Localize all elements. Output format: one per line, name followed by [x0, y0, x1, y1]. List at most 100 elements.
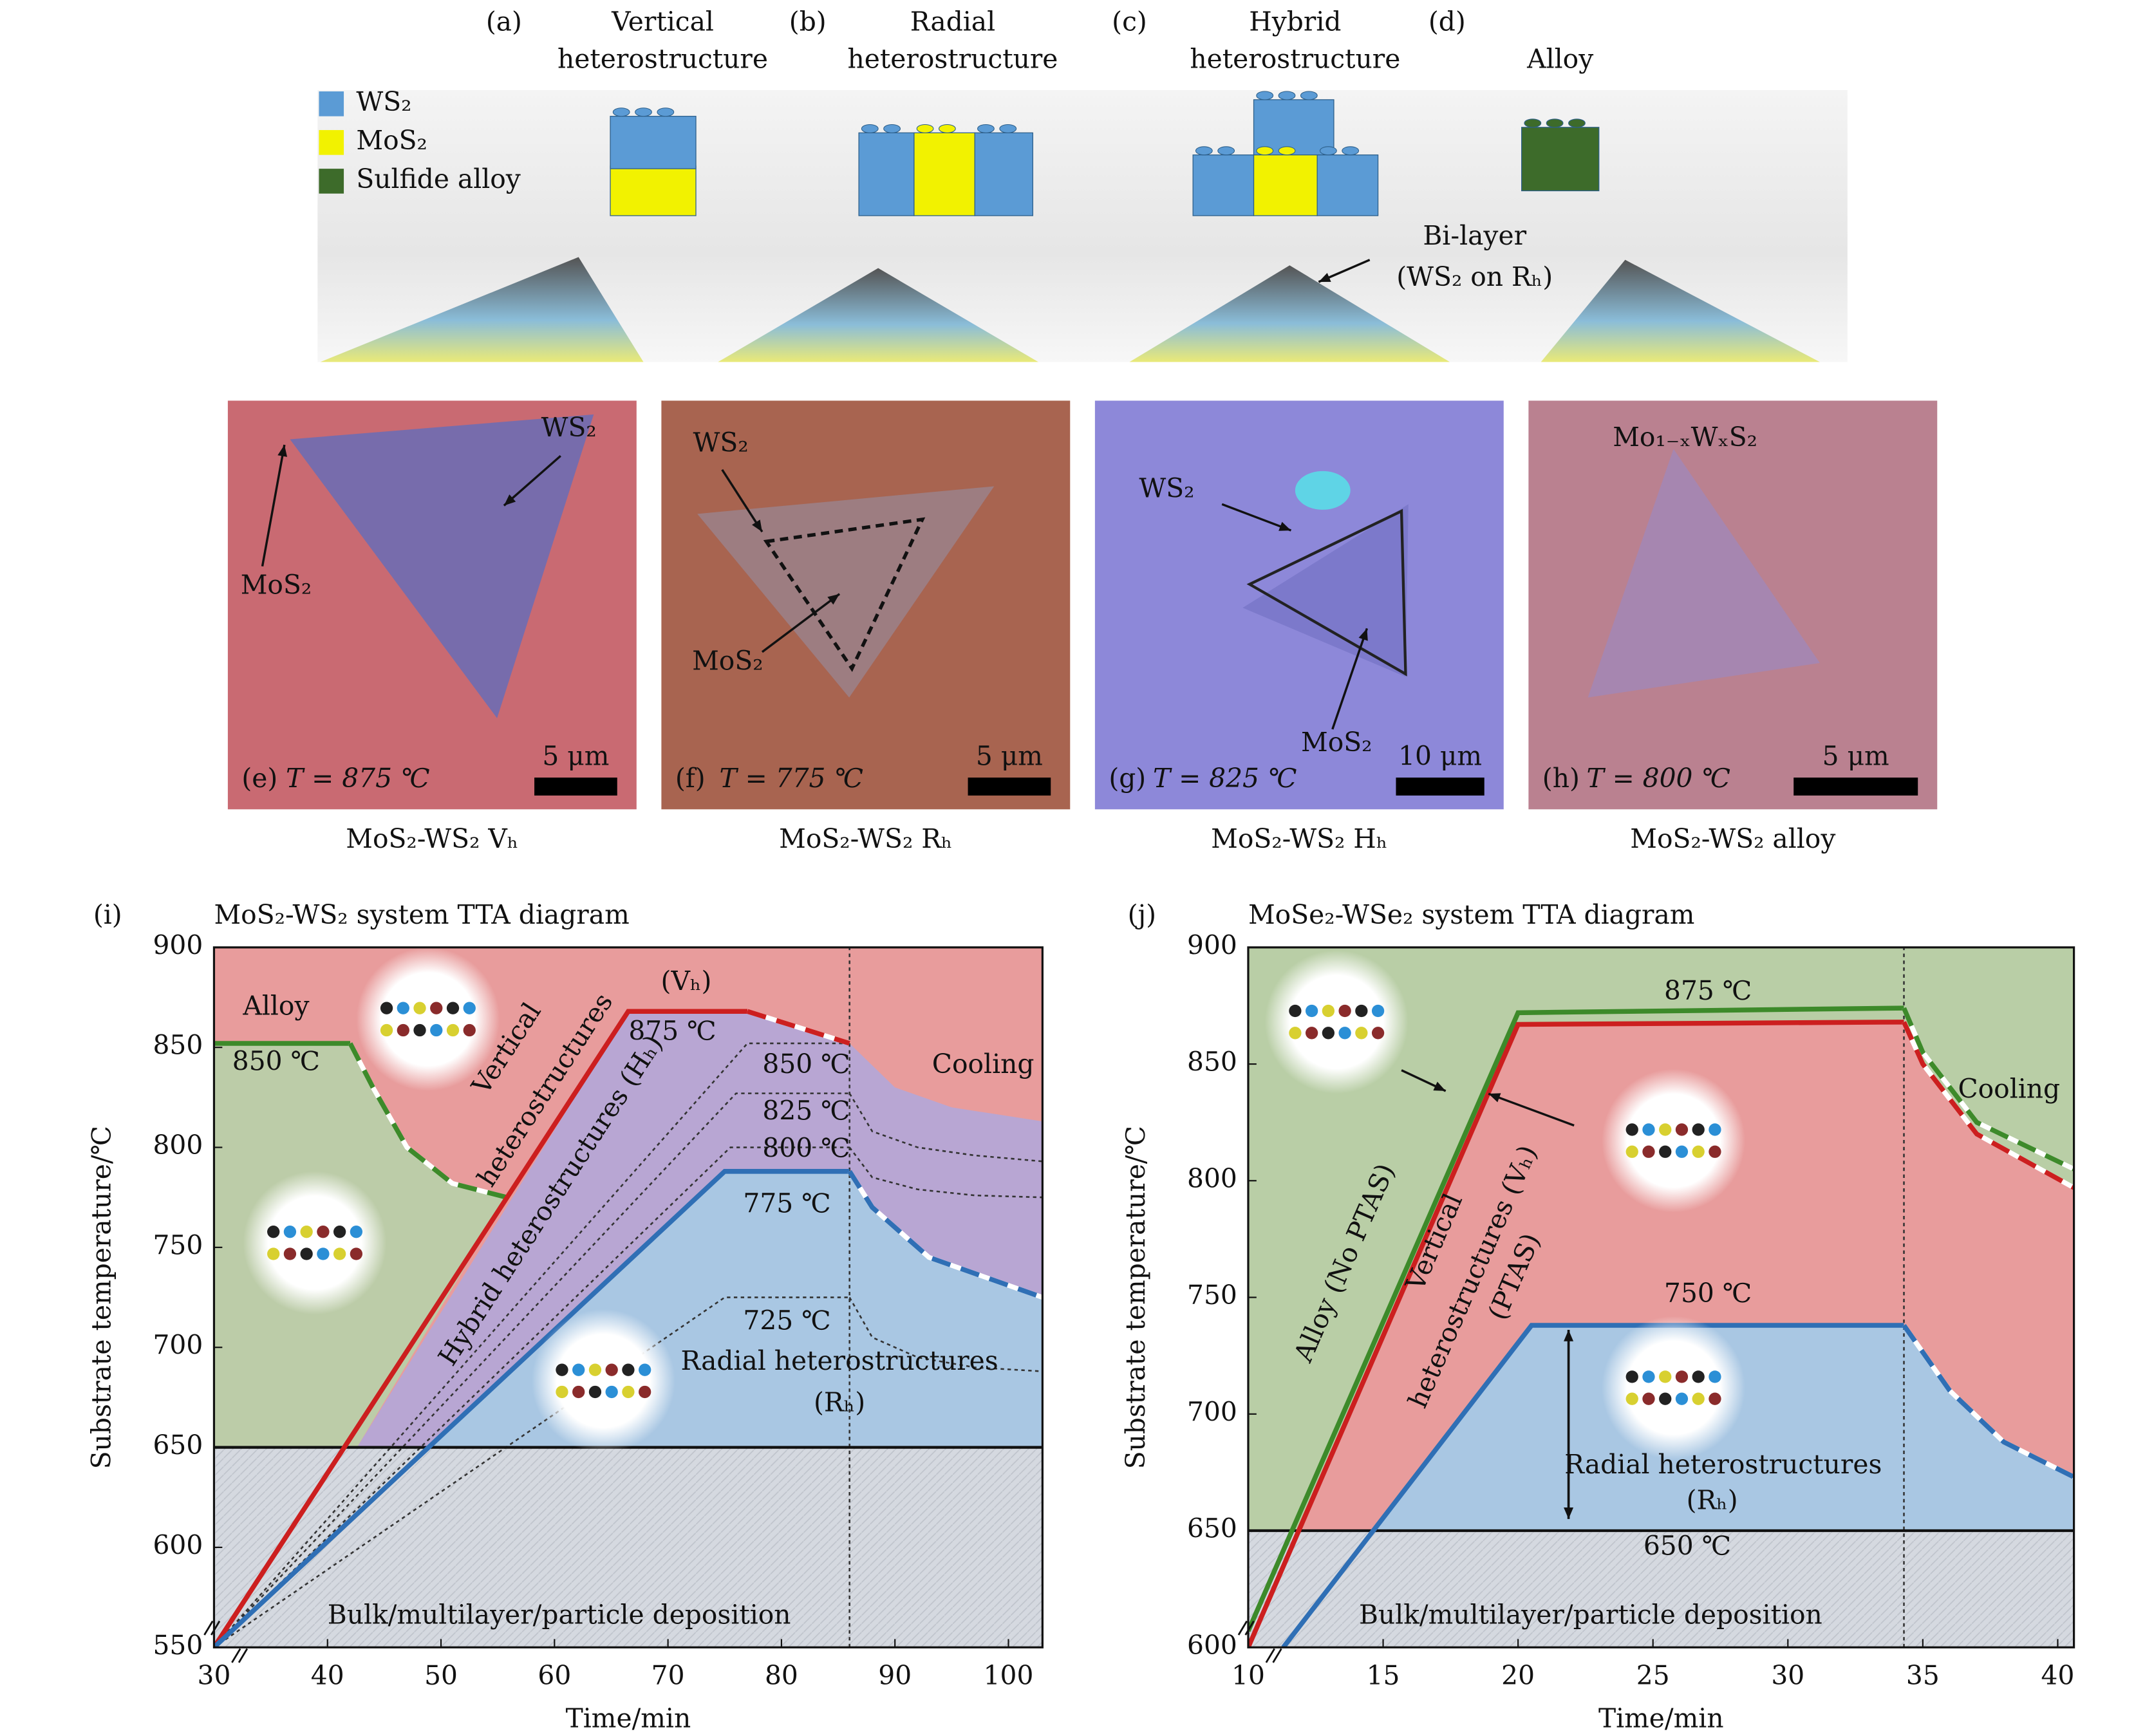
axis-break [203, 1620, 214, 1636]
structure-icon [531, 1309, 675, 1453]
panel-letter: (i) [93, 899, 122, 930]
panel-title: heterostructure [848, 43, 1058, 74]
x-axis-label: Time/min [1598, 1703, 1724, 1733]
atom [1659, 1392, 1672, 1405]
atom [1625, 1392, 1638, 1405]
region [357, 1011, 1043, 1448]
y-tick-label: 750 [1187, 1280, 1237, 1311]
panel-title: Alloy [1526, 43, 1593, 74]
atom [380, 1023, 393, 1037]
atom [1659, 1145, 1672, 1158]
series-line [348, 1042, 508, 1200]
series-line [214, 1169, 850, 1648]
block [913, 132, 975, 216]
y-tick-label: 850 [153, 1030, 203, 1061]
series-line [214, 1009, 748, 1648]
series-line [1248, 1020, 1904, 1648]
arrow-head [1433, 1081, 1446, 1091]
y-axis-label: Substrate temperature/℃ [86, 1126, 117, 1469]
monolayer-triangle [1541, 259, 1820, 362]
block-stud [1568, 118, 1586, 128]
scale-label: 5 μm [976, 740, 1043, 771]
growth-temperature: T = 800 ℃ [1586, 763, 1730, 794]
micrograph-label: MoS₂ [692, 645, 763, 676]
block-stud [1256, 146, 1274, 156]
atom [639, 1385, 651, 1399]
legend-swatch [319, 91, 344, 117]
block-stud [612, 107, 630, 117]
y-tick-label: 700 [153, 1330, 203, 1361]
y-tick-label: 700 [1187, 1396, 1237, 1427]
y-tick-label: 900 [153, 929, 203, 960]
region-hatch [1248, 1531, 2074, 1648]
arrow-head [752, 519, 762, 532]
y-tick-label: 800 [153, 1130, 203, 1161]
atom [333, 1226, 346, 1238]
arrow-head [1278, 521, 1291, 531]
scale-bar [534, 778, 617, 796]
atom [430, 1023, 443, 1037]
y-tick-label: 650 [1187, 1513, 1237, 1544]
panel-letter: (a) [486, 6, 522, 37]
atom [413, 1002, 426, 1014]
atom [317, 1226, 330, 1238]
x-tick-label: 90 [878, 1660, 912, 1691]
core-outline [763, 517, 926, 672]
atom [1642, 1145, 1655, 1158]
annotation: Bulk/multilayer/particle deposition [328, 1600, 791, 1630]
growth-temperature: T = 825 ℃ [1153, 763, 1297, 794]
annotation: 875 ℃ [628, 1015, 716, 1046]
block-stud [1278, 146, 1296, 156]
atom [1355, 1027, 1368, 1040]
block-stud [977, 124, 995, 133]
atom [1692, 1123, 1705, 1136]
x-tick-label: 30 [1771, 1660, 1804, 1691]
y-tick-label: 600 [153, 1529, 203, 1560]
panel-letter: (g) [1109, 763, 1146, 794]
atom [1642, 1123, 1655, 1136]
atom [1371, 1004, 1385, 1018]
x-tick-label: 70 [651, 1660, 685, 1691]
annotation: 825 ℃ [762, 1096, 850, 1126]
annotation: 775 ℃ [743, 1188, 830, 1218]
atom [1709, 1392, 1721, 1405]
atom [588, 1363, 602, 1376]
axis-break [1265, 1648, 1275, 1663]
annotation: 875 ℃ [1664, 975, 1752, 1006]
block-stud [999, 124, 1017, 133]
block-stud [1300, 91, 1318, 100]
atom [463, 1023, 476, 1037]
block-stud [883, 124, 901, 133]
panel-title: Vertical [611, 6, 714, 37]
atom [556, 1385, 568, 1399]
panel-title: heterostructure [557, 43, 768, 74]
annotation: 650 ℃ [1644, 1530, 1731, 1561]
atom [1692, 1392, 1705, 1405]
x-tick-label: 40 [311, 1660, 344, 1691]
x-tick-label: 10 [1232, 1660, 1265, 1691]
x-tick-label: 80 [765, 1660, 798, 1691]
arrow-head [277, 445, 288, 457]
annotation: Bulk/multilayer/particle deposition [1359, 1600, 1822, 1630]
block-stud [1342, 146, 1360, 156]
series-line [1902, 1007, 2074, 1171]
atom [622, 1385, 635, 1399]
atom [1338, 1027, 1351, 1040]
atom [397, 1023, 409, 1037]
block [1253, 99, 1335, 156]
annotation: 725 ℃ [743, 1305, 830, 1336]
chart-title: MoSe₂-WSe₂ system TTA diagram [1248, 899, 1694, 930]
series-line [848, 1146, 1043, 1199]
block-stud [1195, 146, 1213, 156]
annotation: Cooling [932, 1049, 1035, 1079]
atom [350, 1226, 363, 1238]
x-tick-label: 50 [424, 1660, 458, 1691]
arrow [761, 593, 841, 653]
atom [572, 1363, 585, 1376]
series-line [848, 1296, 1043, 1372]
atom [605, 1363, 618, 1376]
atom [1642, 1392, 1655, 1405]
atom [1675, 1392, 1689, 1405]
micrograph-label: WS₂ [693, 427, 749, 458]
